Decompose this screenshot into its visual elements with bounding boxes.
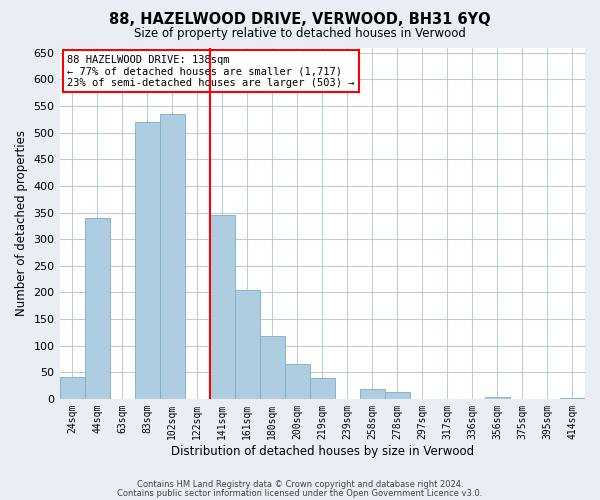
Bar: [260, 336, 285, 399]
Bar: [385, 392, 410, 399]
Bar: [134, 122, 160, 399]
Bar: [310, 378, 335, 399]
X-axis label: Distribution of detached houses by size in Verwood: Distribution of detached houses by size …: [171, 444, 474, 458]
Bar: [85, 218, 110, 399]
Text: Contains HM Land Registry data © Crown copyright and database right 2024.: Contains HM Land Registry data © Crown c…: [137, 480, 463, 489]
Bar: [235, 290, 260, 399]
Y-axis label: Number of detached properties: Number of detached properties: [15, 130, 28, 316]
Bar: [285, 364, 310, 399]
Bar: [160, 114, 185, 399]
Bar: [485, 397, 510, 399]
Bar: [209, 215, 235, 399]
Text: 88 HAZELWOOD DRIVE: 138sqm
← 77% of detached houses are smaller (1,717)
23% of s: 88 HAZELWOOD DRIVE: 138sqm ← 77% of deta…: [67, 54, 355, 88]
Bar: [59, 377, 85, 399]
Text: Size of property relative to detached houses in Verwood: Size of property relative to detached ho…: [134, 28, 466, 40]
Bar: [360, 388, 385, 399]
Text: 88, HAZELWOOD DRIVE, VERWOOD, BH31 6YQ: 88, HAZELWOOD DRIVE, VERWOOD, BH31 6YQ: [109, 12, 491, 28]
Text: Contains public sector information licensed under the Open Government Licence v3: Contains public sector information licen…: [118, 489, 482, 498]
Bar: [560, 398, 585, 399]
